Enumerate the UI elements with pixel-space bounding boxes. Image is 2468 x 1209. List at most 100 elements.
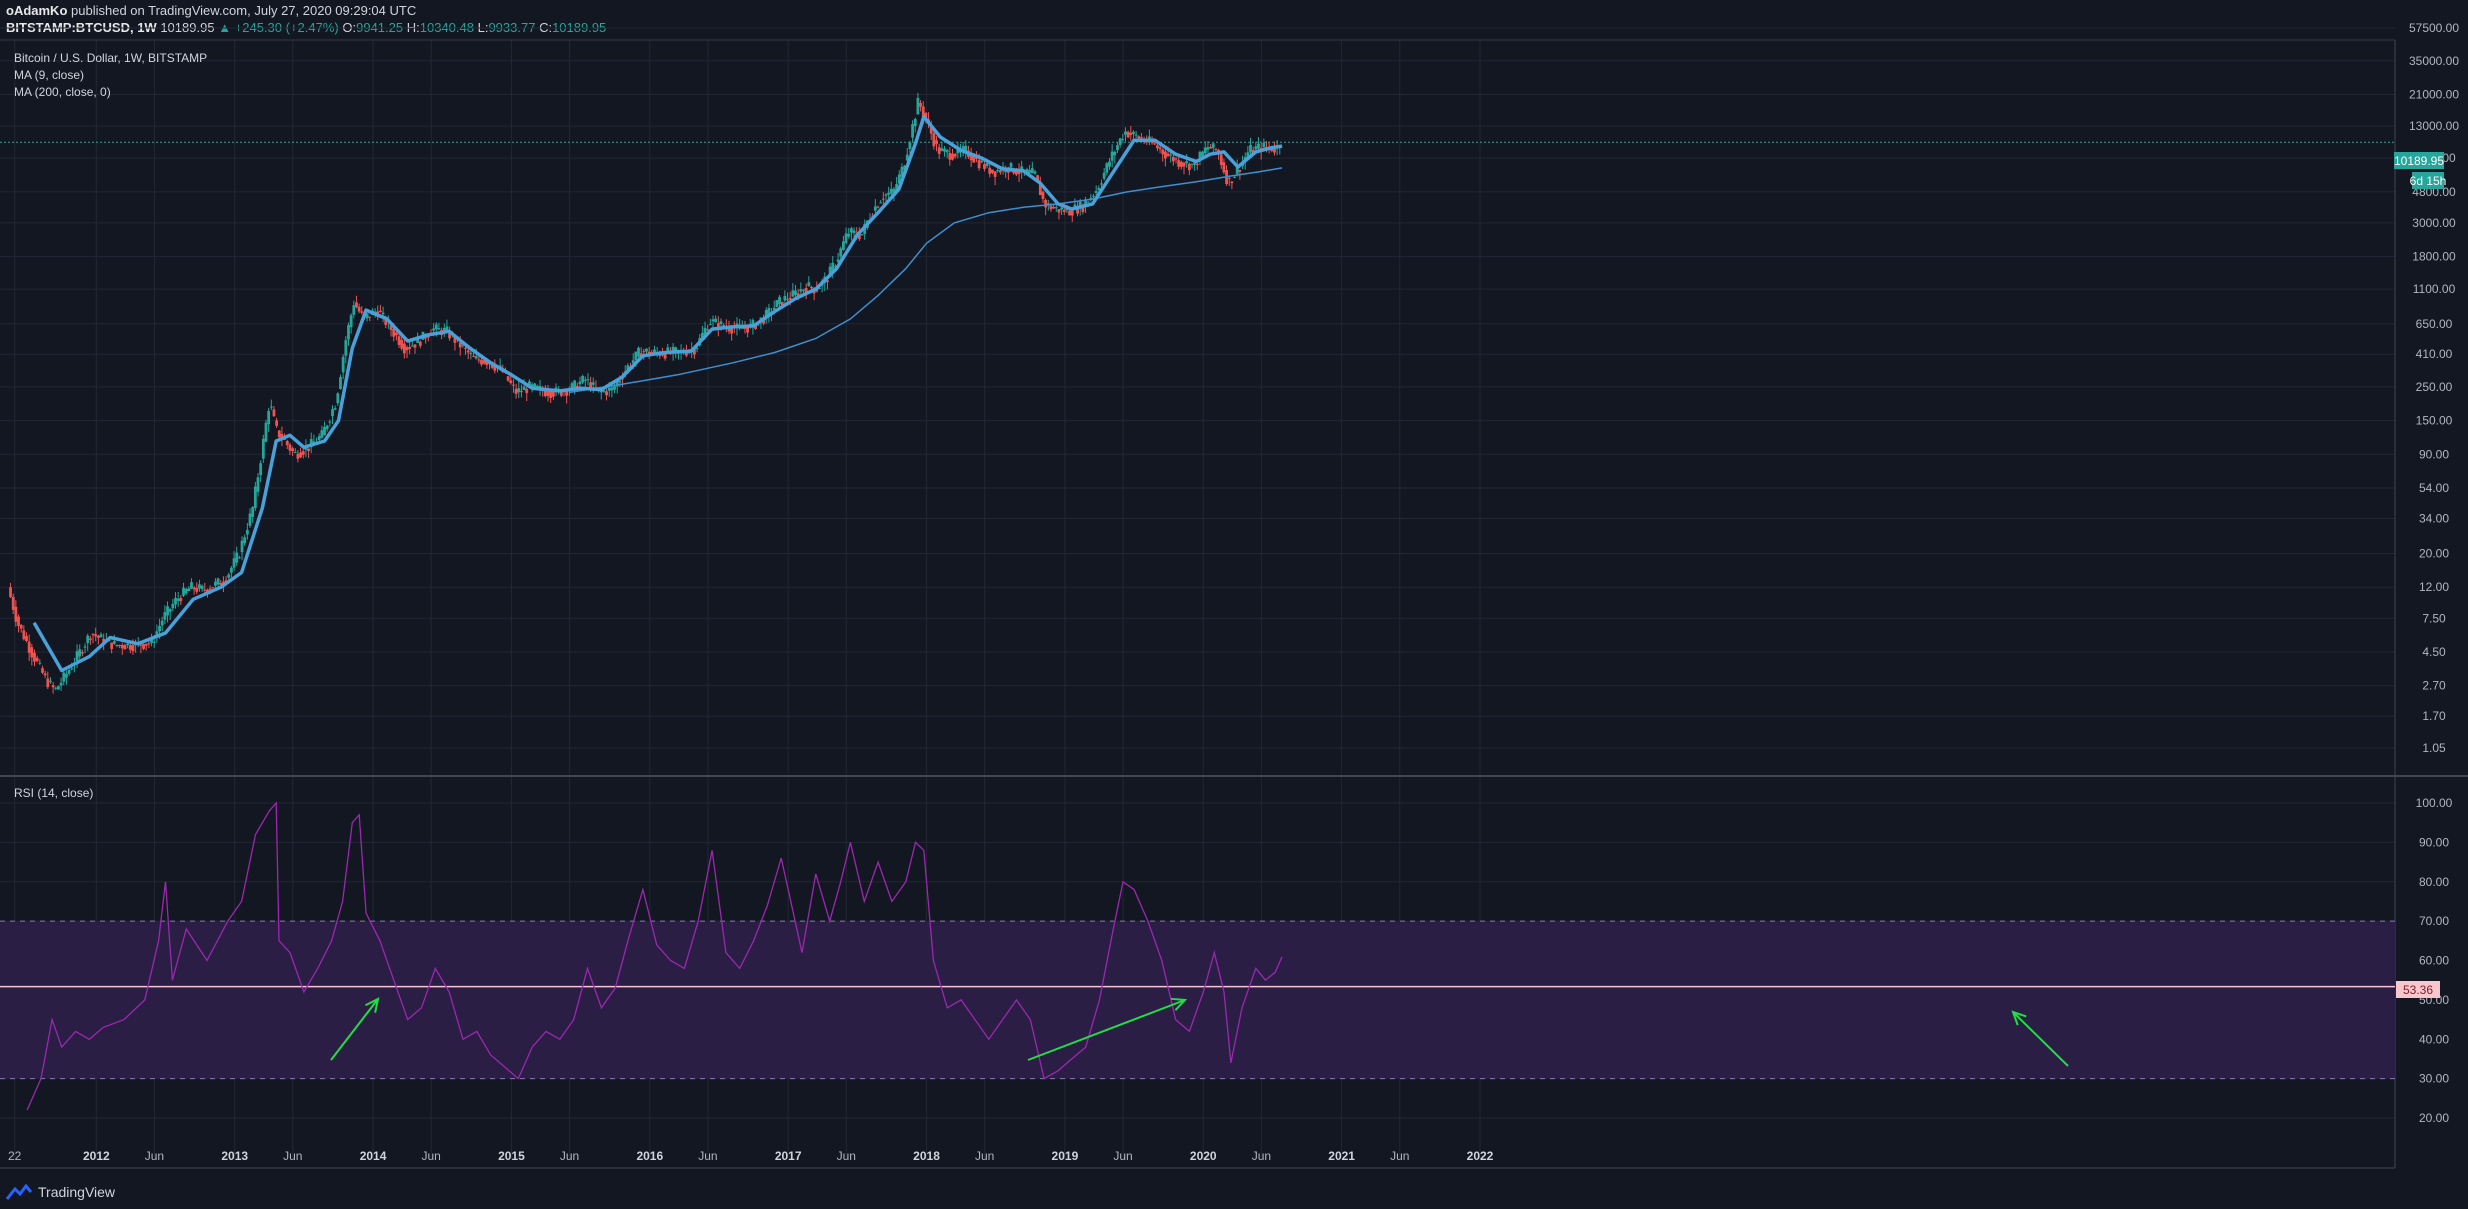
- candle-body: [637, 347, 640, 357]
- candle-body: [900, 166, 904, 177]
- candle-body: [1214, 148, 1218, 150]
- time-tick-label: 22: [8, 1149, 22, 1163]
- candle-body: [583, 379, 587, 381]
- rsi-band-fill: [0, 921, 2395, 1079]
- candle-body: [1124, 131, 1127, 135]
- candle-body: [192, 587, 196, 590]
- candle-body: [1028, 170, 1032, 173]
- tradingview-logo-icon[interactable]: [6, 1183, 32, 1201]
- price-tick-label: 20.00: [2419, 547, 2449, 561]
- candle-body: [59, 682, 63, 686]
- candle-body: [46, 678, 50, 688]
- time-tick-label: Jun: [1390, 1149, 1409, 1163]
- price-tick-label: 2.70: [2422, 679, 2446, 693]
- time-tick-label: Jun: [1252, 1149, 1271, 1163]
- price-badge: 10189.95: [2394, 152, 2444, 169]
- candle-body: [988, 167, 992, 174]
- publish-info: oAdamKo published on TradingView.com, Ju…: [6, 3, 416, 18]
- candle-body: [700, 332, 704, 340]
- candle-body: [392, 328, 396, 337]
- candle-body: [43, 673, 47, 676]
- candle-body: [663, 352, 667, 359]
- candle-body: [480, 359, 483, 365]
- candle-body: [602, 390, 606, 392]
- candle-body: [1257, 143, 1260, 149]
- candle-body: [794, 290, 797, 296]
- candle-body: [14, 606, 18, 622]
- candle-body: [368, 316, 372, 318]
- candle-body: [437, 328, 441, 330]
- publish-text: published on TradingView.com, July 27, 2…: [71, 3, 417, 18]
- candle-body: [908, 142, 912, 150]
- candle-body: [730, 326, 734, 334]
- candle-body: [301, 451, 305, 455]
- candle-body: [288, 444, 292, 451]
- candle-body: [280, 433, 284, 440]
- candle-body: [1203, 147, 1207, 154]
- candle-body: [1097, 187, 1101, 190]
- candle-body: [381, 312, 385, 315]
- candle-body: [887, 192, 891, 195]
- candle-body: [171, 603, 175, 609]
- countdown-text: 6d 15h: [2410, 174, 2447, 188]
- candle-body: [653, 349, 656, 353]
- author-name[interactable]: oAdamKo: [6, 3, 68, 18]
- candle-body: [1185, 161, 1189, 164]
- candle-body: [1108, 161, 1111, 167]
- candle-body: [1134, 134, 1138, 136]
- rsi-tick-label: 80.00: [2419, 875, 2449, 889]
- candle-body: [1262, 142, 1266, 148]
- candle-body: [75, 651, 79, 661]
- candle-body: [740, 327, 744, 329]
- candle-body: [123, 645, 127, 650]
- candle-body: [1068, 210, 1071, 216]
- candle-body: [379, 310, 382, 312]
- candle-body: [1230, 181, 1234, 184]
- candle-body: [96, 635, 100, 638]
- candle-body: [706, 329, 710, 331]
- candle-body: [27, 641, 31, 653]
- candle-body: [277, 430, 281, 438]
- candle-body: [424, 337, 428, 339]
- candle-body: [980, 161, 984, 163]
- candle-body: [993, 171, 997, 177]
- price-tick-label: 13000.00: [2409, 119, 2459, 133]
- chart-canvas[interactable]: 1.05 1.70 2.70 4.50 7.50 12.00 20.00 34.00 54.00…: [0, 0, 2468, 1180]
- candle-body: [195, 587, 199, 592]
- candle-body: [458, 342, 462, 348]
- candle-body: [243, 537, 247, 544]
- candle-body: [432, 328, 436, 331]
- candle-body: [317, 436, 321, 441]
- time-tick-label: 2020: [1190, 1149, 1217, 1163]
- candle-body: [54, 687, 58, 689]
- candle-body: [618, 380, 622, 383]
- candle-body: [331, 409, 334, 417]
- candle-body: [751, 320, 755, 327]
- candle-body: [953, 153, 957, 157]
- candle-body: [1033, 171, 1037, 174]
- candle-body: [328, 421, 332, 423]
- candle-body: [416, 337, 420, 344]
- rsi-tick-label: 60.00: [2419, 954, 2449, 968]
- candle-body: [722, 325, 726, 327]
- candle-body: [844, 233, 848, 244]
- candle-body: [1062, 209, 1066, 212]
- candle-body: [839, 248, 843, 257]
- candle-body: [33, 652, 36, 662]
- tradingview-brand[interactable]: TradingView: [38, 1184, 116, 1200]
- candle-body: [1227, 177, 1231, 179]
- candle-body: [1126, 131, 1130, 138]
- candle-body: [482, 360, 486, 364]
- candle-body: [1161, 149, 1165, 155]
- candle-body: [1025, 169, 1029, 173]
- candle-body: [1102, 172, 1106, 179]
- candle-body: [293, 451, 297, 453]
- candle-body: [857, 233, 861, 239]
- ma200-legend: MA (200, close, 0): [14, 85, 111, 99]
- candle-body: [1182, 162, 1186, 167]
- price-tick-label: 3000.00: [2412, 216, 2456, 230]
- candle-body: [642, 351, 646, 353]
- candle-body: [49, 680, 52, 682]
- candle-body: [714, 318, 718, 323]
- candle-body: [549, 391, 553, 398]
